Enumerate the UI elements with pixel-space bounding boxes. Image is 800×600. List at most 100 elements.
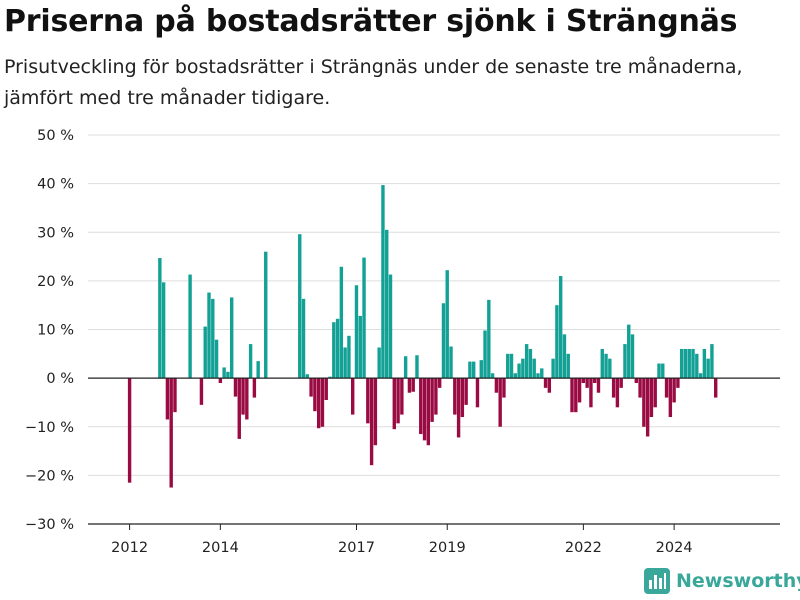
bar	[706, 358, 710, 379]
bar	[475, 378, 480, 408]
bar	[600, 348, 604, 379]
axes: 50 % 40 % 30 % 20 % 10 % 0 % −10 % −20 % −30 % 20…	[25, 128, 780, 556]
bar	[566, 353, 570, 379]
bar	[619, 378, 623, 388]
x-tick-label: 2014	[202, 540, 239, 556]
bar	[679, 348, 684, 379]
bar	[649, 378, 654, 418]
bar	[695, 353, 699, 379]
bar	[324, 378, 328, 401]
x-tick-label: 2012	[111, 540, 148, 556]
bar	[645, 378, 650, 437]
bar	[252, 378, 257, 398]
bar	[714, 378, 718, 398]
newsworthy-logo: Newsworthy	[644, 568, 800, 594]
bar	[256, 361, 260, 379]
bar	[589, 378, 593, 408]
bar	[354, 285, 359, 379]
bar	[661, 363, 665, 379]
bar	[691, 348, 695, 379]
bar	[498, 378, 502, 427]
bar	[513, 373, 517, 379]
y-tick-label: 0 %	[46, 371, 74, 387]
bar	[233, 378, 238, 397]
bar	[339, 266, 344, 379]
bar	[392, 378, 396, 430]
annotations: −4 %	[699, 0, 740, 4]
bar	[547, 378, 552, 393]
bar	[558, 276, 563, 379]
bar	[528, 348, 533, 379]
bar	[309, 378, 313, 397]
bar	[422, 378, 427, 441]
bar	[218, 378, 223, 383]
y-tick-label: 40 %	[37, 177, 74, 193]
bar	[532, 358, 536, 379]
bar	[468, 361, 472, 379]
bar	[347, 335, 351, 379]
bar	[668, 378, 673, 418]
bar	[169, 378, 173, 488]
bar	[524, 344, 529, 379]
bar	[456, 378, 461, 438]
bar	[335, 318, 340, 379]
bar	[509, 353, 514, 379]
bar	[320, 378, 325, 427]
bar	[332, 322, 336, 379]
bar	[472, 361, 476, 379]
bar	[483, 330, 487, 379]
bar	[615, 378, 620, 408]
bar	[388, 274, 393, 379]
bar	[419, 378, 423, 435]
y-tick-label: 10 %	[37, 323, 74, 339]
x-tick-label: 2017	[338, 540, 375, 556]
bar	[494, 378, 499, 393]
bar	[199, 378, 204, 405]
bar	[385, 229, 389, 379]
bar	[479, 360, 483, 379]
bar	[237, 378, 241, 439]
bar	[377, 347, 381, 379]
bar	[362, 257, 366, 379]
bar	[611, 378, 616, 398]
y-tick-label: 30 %	[37, 225, 74, 241]
bar	[555, 305, 559, 379]
bar	[698, 373, 703, 379]
bar	[577, 378, 582, 403]
bar	[437, 378, 442, 388]
bar	[683, 348, 688, 379]
bar	[248, 344, 253, 379]
bar	[570, 378, 574, 413]
bar	[460, 378, 465, 418]
bar	[702, 348, 707, 379]
x-tick-label: 2022	[565, 540, 602, 556]
bar	[672, 378, 676, 403]
bar	[301, 298, 306, 379]
newsworthy-bar-chart-logo-icon	[644, 568, 670, 594]
bar	[634, 378, 638, 383]
bar	[540, 368, 544, 379]
bar	[449, 346, 453, 379]
bar	[687, 348, 691, 379]
bar	[241, 378, 245, 415]
bar	[642, 378, 646, 427]
bar	[403, 356, 408, 379]
bar	[369, 378, 374, 466]
bar	[358, 315, 362, 379]
bar	[165, 378, 170, 420]
bar	[536, 373, 540, 379]
bar	[445, 270, 449, 379]
bar	[426, 378, 431, 446]
bar	[574, 378, 578, 413]
bar	[434, 378, 438, 415]
bar	[211, 298, 215, 379]
bar	[161, 282, 166, 379]
bar	[222, 367, 226, 379]
bar	[657, 363, 661, 379]
bar	[316, 378, 321, 429]
bar	[638, 378, 642, 398]
bar	[453, 378, 457, 415]
bar	[313, 378, 317, 412]
bar	[623, 344, 627, 379]
